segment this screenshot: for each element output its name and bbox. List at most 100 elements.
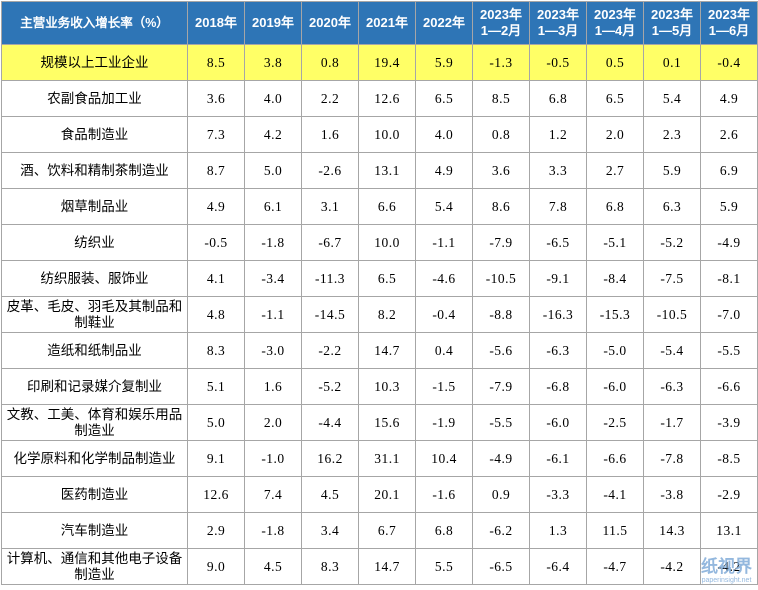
cell: 4.2 (244, 116, 302, 153)
cell: -0.4 (415, 296, 473, 333)
cell: 2.2 (301, 80, 359, 117)
cell: 12.6 (187, 476, 245, 513)
cell: 10.3 (358, 368, 416, 405)
cell: 1.6 (244, 368, 302, 405)
cell: 4.0 (415, 116, 473, 153)
table-row: 印刷和记录媒介复制业 5.1 1.6 -5.2 10.3 -1.5 -7.9 -6.8 -6.0… (1, 368, 758, 405)
cell: 6.5 (586, 80, 644, 117)
cell: 0.8 (472, 116, 530, 153)
cell: -11.3 (301, 260, 359, 297)
cell: -5.2 (301, 368, 359, 405)
cell: 5.9 (643, 152, 701, 189)
cell: -4.6 (415, 260, 473, 297)
cell: 13.1 (700, 512, 758, 549)
cell: -8.4 (586, 260, 644, 297)
cell: 20.1 (358, 476, 416, 513)
cell: 9.0 (187, 548, 245, 585)
cell: -1.5 (415, 368, 473, 405)
cell: 10.4 (415, 440, 473, 477)
cell: 5.4 (415, 188, 473, 225)
row-label: 文教、工美、体育和娱乐用品制造业 (1, 404, 188, 441)
column-header: 2021年 (358, 1, 416, 45)
cell: 3.3 (529, 152, 587, 189)
column-header: 主营业务收入增长率（%） (1, 1, 188, 45)
table-row: 文教、工美、体育和娱乐用品制造业 5.0 2.0 -4.4 15.6 -1.9 -5.5 -6… (1, 404, 758, 441)
column-header: 2023年 1—4月 (586, 1, 644, 45)
table-row: 纺织业 -0.5 -1.8 -6.7 10.0 -1.1 -7.9 -6.5 -5.1 -5.2-… (1, 224, 758, 261)
cell: 7.4 (244, 476, 302, 513)
cell: -6.2 (472, 512, 530, 549)
cell: -8.8 (472, 296, 530, 333)
table-row: 食品制造业 7.3 4.2 1.6 10.0 4.0 0.8 1.2 2.0 2.3 2.6 (1, 116, 758, 153)
row-label: 农副食品加工业 (1, 80, 188, 117)
cell: -4.2 (643, 548, 701, 585)
cell: 8.2 (358, 296, 416, 333)
cell: -4.7 (586, 548, 644, 585)
cell: -3.8 (643, 476, 701, 513)
cell: 14.3 (643, 512, 701, 549)
cell: -10.5 (472, 260, 530, 297)
cell: -4.2 (700, 548, 758, 585)
cell: 2.0 (244, 404, 302, 441)
cell: 2.9 (187, 512, 245, 549)
cell: 6.7 (358, 512, 416, 549)
cell: -4.9 (700, 224, 758, 261)
cell: 5.9 (415, 44, 473, 81)
cell: 6.5 (415, 80, 473, 117)
cell: -3.4 (244, 260, 302, 297)
cell: -1.1 (415, 224, 473, 261)
cell: 4.9 (187, 188, 245, 225)
cell: 5.0 (244, 152, 302, 189)
cell: 16.2 (301, 440, 359, 477)
cell: -10.5 (643, 296, 701, 333)
cell: -4.9 (472, 440, 530, 477)
cell: 14.7 (358, 332, 416, 369)
cell: 6.1 (244, 188, 302, 225)
cell: 0.9 (472, 476, 530, 513)
cell: 1.2 (529, 116, 587, 153)
column-header: 2020年 (301, 1, 359, 45)
column-header: 2023年 1—3月 (529, 1, 587, 45)
cell: 8.3 (301, 548, 359, 585)
cell: -5.6 (472, 332, 530, 369)
cell: 10.0 (358, 224, 416, 261)
cell: -2.5 (586, 404, 644, 441)
cell: 3.6 (472, 152, 530, 189)
cell: -0.5 (187, 224, 245, 261)
cell: 7.8 (529, 188, 587, 225)
table-row: 医药制造业 12.6 7.4 4.5 20.1 -1.6 0.9 -3.3 -4.1 -3.8 -2… (1, 476, 758, 513)
cell: -5.4 (643, 332, 701, 369)
row-label: 医药制造业 (1, 476, 188, 513)
cell: 10.0 (358, 116, 416, 153)
cell: -7.9 (472, 368, 530, 405)
table-row: 纺织服装、服饰业 4.1 -3.4 -11.3 6.5 -4.6 -10.5 -9.1 -8.4… (1, 260, 758, 297)
cell: -1.9 (415, 404, 473, 441)
cell: 3.4 (301, 512, 359, 549)
cell: -7.9 (472, 224, 530, 261)
column-header: 2023年 1—5月 (643, 1, 701, 45)
cell: -1.7 (643, 404, 701, 441)
cell: -7.5 (643, 260, 701, 297)
cell: -5.2 (643, 224, 701, 261)
cell: 0.5 (586, 44, 644, 81)
cell: 2.6 (700, 116, 758, 153)
cell: -6.6 (700, 368, 758, 405)
cell: -9.1 (529, 260, 587, 297)
cell: 4.0 (244, 80, 302, 117)
cell: 19.4 (358, 44, 416, 81)
column-header: 2023年 1—6月 (700, 1, 758, 45)
cell: -6.4 (529, 548, 587, 585)
cell: -6.3 (643, 368, 701, 405)
column-header: 2022年 (415, 1, 473, 45)
cell: 5.1 (187, 368, 245, 405)
row-label: 化学原料和化学制品制造业 (1, 440, 188, 477)
cell: 6.8 (529, 80, 587, 117)
cell: 4.5 (244, 548, 302, 585)
cell: 4.8 (187, 296, 245, 333)
cell: -1.0 (244, 440, 302, 477)
cell: 5.5 (415, 548, 473, 585)
cell: 4.9 (415, 152, 473, 189)
cell: 8.6 (472, 188, 530, 225)
cell: 2.7 (586, 152, 644, 189)
